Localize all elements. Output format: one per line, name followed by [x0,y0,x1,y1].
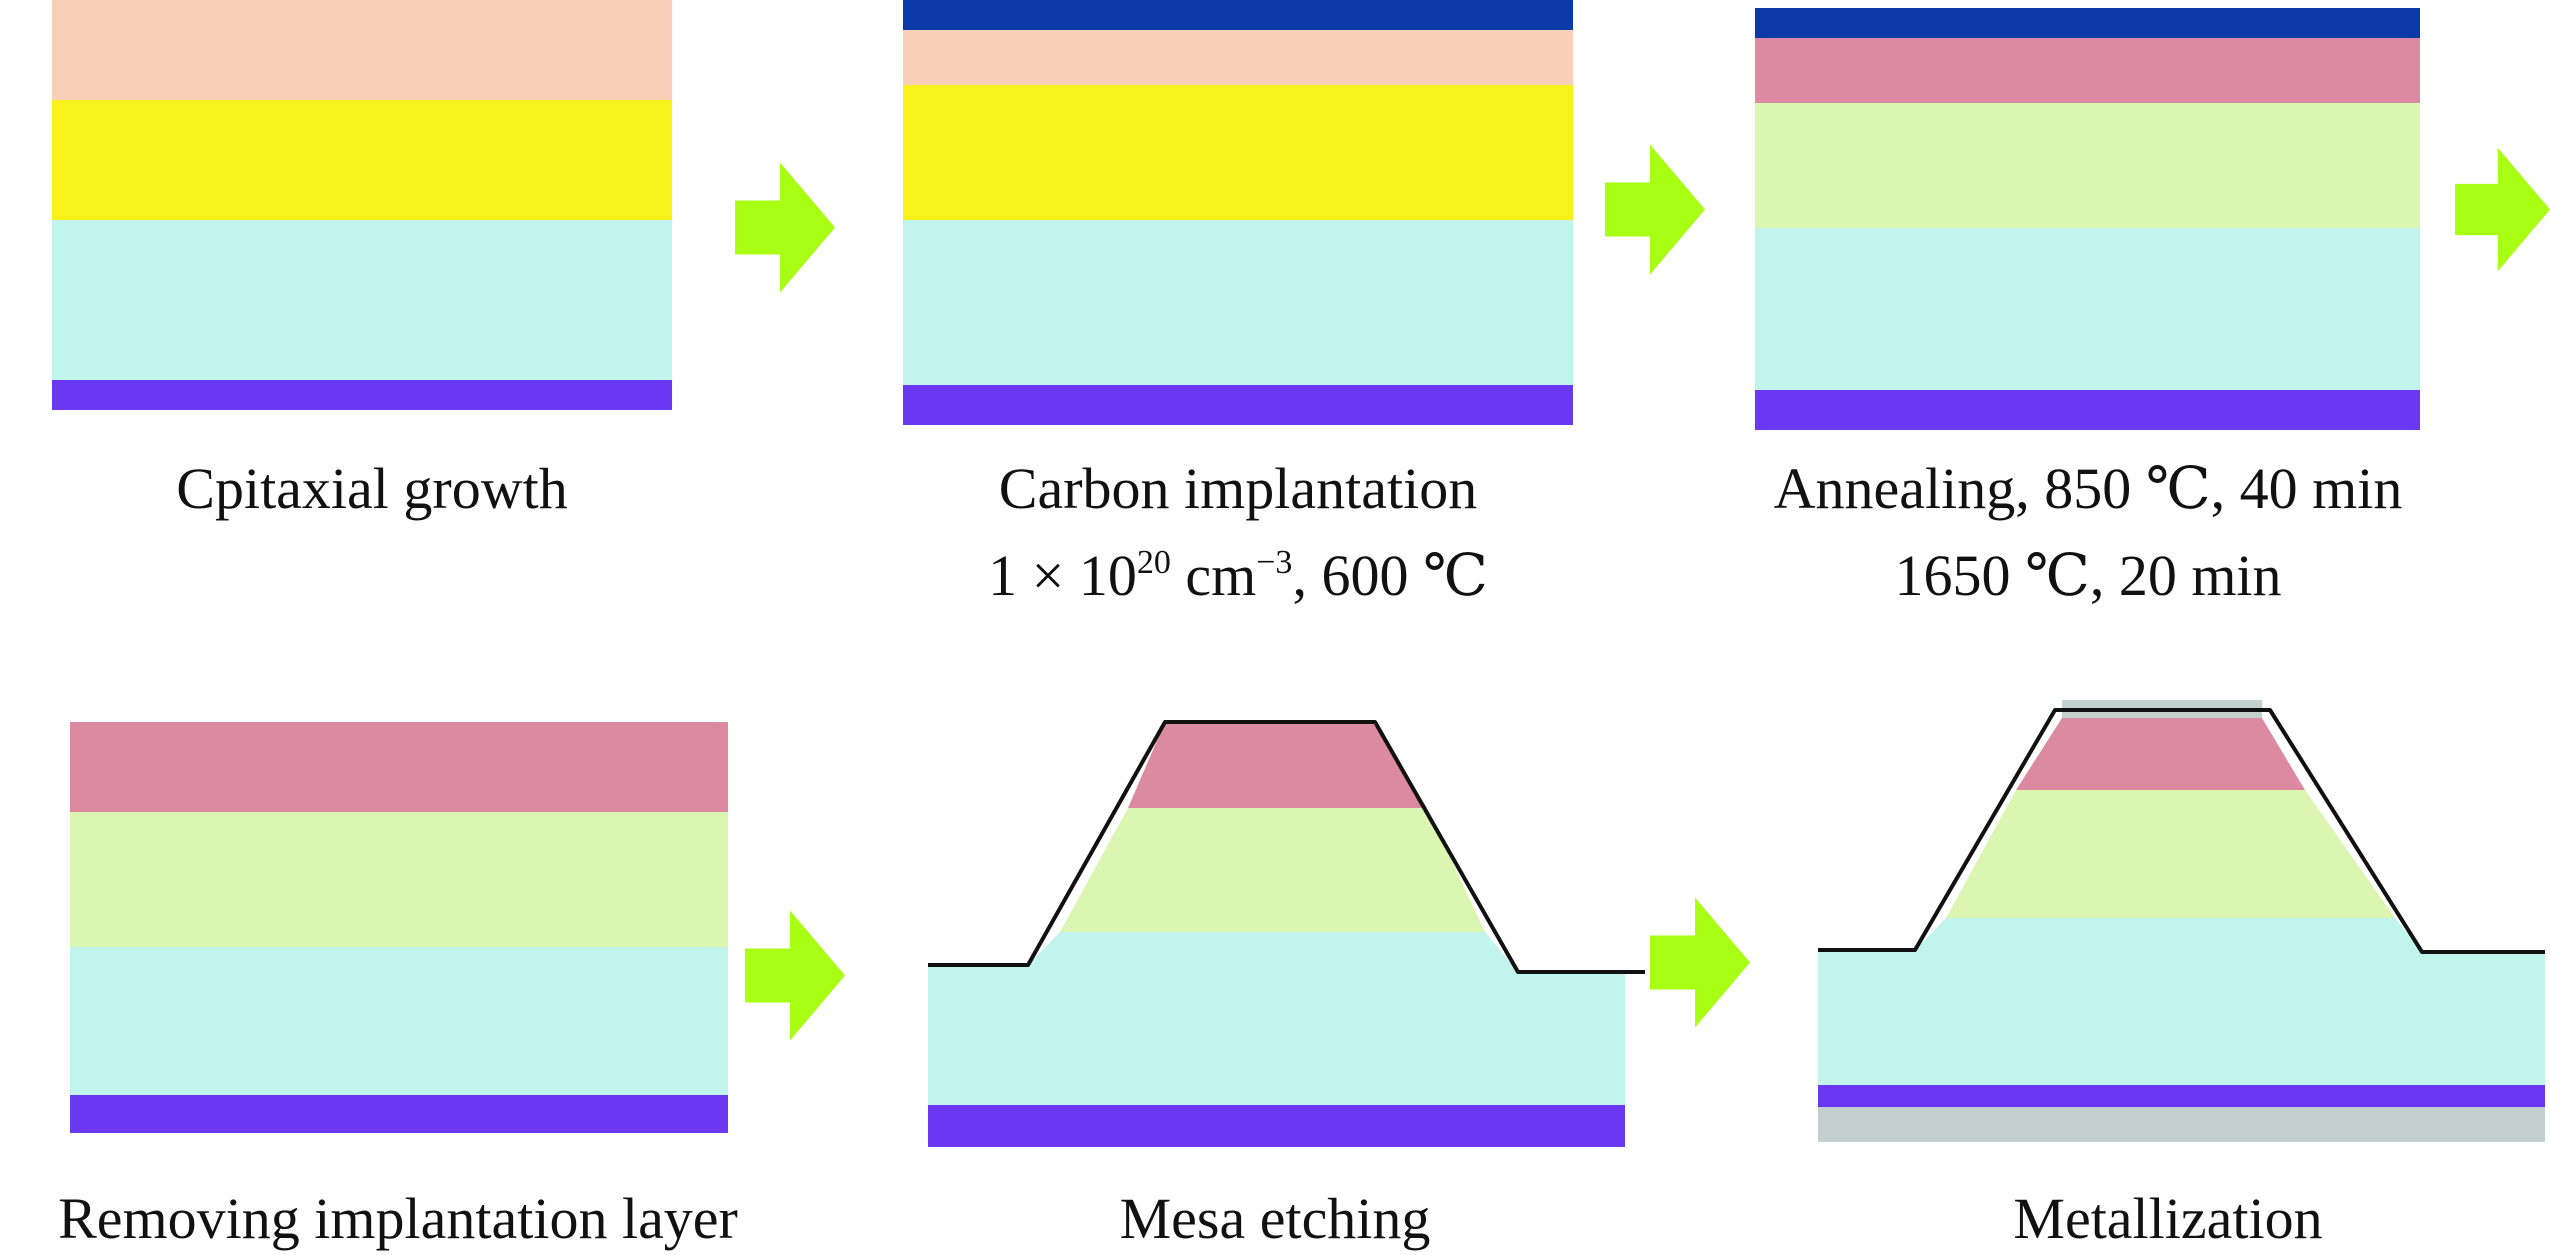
implanted-layer [1755,38,2420,103]
step-metallization [1818,700,2545,1142]
substrate-layer [1755,228,2420,390]
step-2-sublabel: 1 × 1020 cm−3, 600 ℃ [988,543,1488,608]
step-annealing [1755,8,2420,430]
implanted-layer [1128,722,1427,808]
step-1-label: Cpitaxial growth [176,456,567,521]
contact-layer [70,1095,728,1133]
substrate-layer [1818,918,2545,1085]
step-3-sublabel: 1650 ℃, 20 min [1894,543,2281,608]
annealed-layer [70,812,728,947]
step-carbon-implantation [903,0,1573,425]
contact-layer [928,1105,1625,1147]
arrow-right-icon [1650,897,1750,1028]
annealed-layer [1946,790,2395,918]
substrate-layer [52,220,672,380]
step-6-label: Metallization [2013,1186,2322,1251]
arrow-right-icon [735,162,835,293]
step-5-label: Mesa etching [1120,1186,1431,1251]
implanted-layer [2016,718,2305,790]
step-3-label: Annealing, 850 ℃, 40 min [1774,456,2403,521]
mesa-outline [928,720,1645,974]
step-epitaxial-growth [52,0,672,410]
annealed-layer [1755,103,2420,228]
substrate-layer [928,932,1625,1105]
implant-layer [903,0,1573,30]
step-2-label: Carbon implantation [999,456,1477,521]
implanted-layer [70,722,728,812]
arrow-right-icon [745,910,845,1041]
contact-layer [1818,1085,2545,1107]
contact-layer [52,380,672,410]
cap-layer [903,30,1573,85]
step-removing-implantation-layer [70,722,728,1133]
cap-layer [52,0,672,100]
arrow-right-icon [1605,144,1705,275]
contact-layer [1755,390,2420,430]
bottom-metal [1818,1107,2545,1142]
drift-layer [903,85,1573,220]
implant-layer [1755,8,2420,38]
substrate-layer [70,947,728,1095]
mesa-outline [1818,708,2545,954]
drift-layer [52,100,672,220]
annealed-layer [1060,808,1485,932]
contact-layer [903,385,1573,425]
substrate-layer [903,220,1573,385]
step-mesa-etching [928,720,1645,1147]
step-4-label: Removing implantation layer [58,1186,738,1251]
arrow-right-icon [2455,147,2550,272]
